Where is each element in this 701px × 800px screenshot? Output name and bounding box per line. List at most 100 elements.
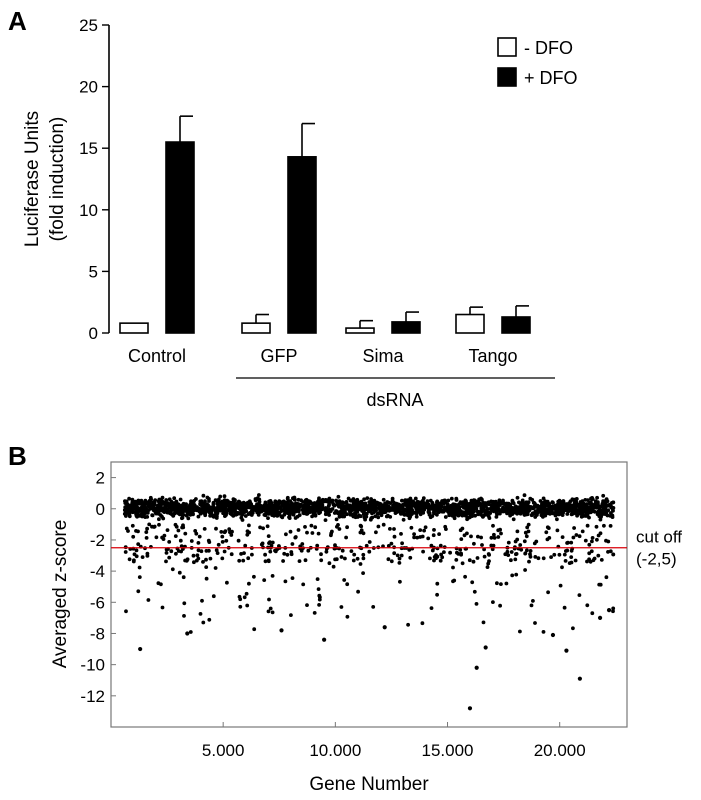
data-point <box>210 513 215 518</box>
data-point <box>551 500 555 505</box>
data-point <box>224 538 229 543</box>
data-point <box>369 503 373 508</box>
data-point <box>403 498 408 503</box>
data-point <box>467 507 472 511</box>
data-point <box>326 504 331 508</box>
data-point <box>152 501 156 506</box>
data-point <box>214 526 218 531</box>
data-point <box>564 502 568 507</box>
data-point <box>345 525 349 530</box>
data-point <box>604 538 608 543</box>
data-point <box>569 560 574 565</box>
data-point <box>327 496 332 501</box>
data-point <box>583 508 588 513</box>
data-point <box>350 504 354 508</box>
data-point <box>514 572 519 577</box>
data-point <box>563 508 568 513</box>
data-point <box>205 495 210 500</box>
data-point <box>315 543 320 548</box>
y-tick-label: 2 <box>96 469 105 488</box>
data-point <box>421 549 425 554</box>
data-point <box>452 516 457 521</box>
data-point <box>360 506 365 511</box>
data-point <box>460 504 465 509</box>
y-tick-label: 25 <box>79 16 98 35</box>
y-tick-label: -2 <box>90 531 105 550</box>
data-point <box>533 555 538 559</box>
data-point <box>489 535 494 540</box>
data-point <box>388 501 393 505</box>
data-point <box>580 499 585 504</box>
data-point <box>499 582 503 586</box>
data-point <box>195 553 200 558</box>
data-point <box>583 538 588 543</box>
data-point <box>513 509 518 514</box>
data-point <box>467 558 472 563</box>
data-point <box>178 497 183 502</box>
data-point <box>136 589 141 594</box>
data-point <box>222 501 227 506</box>
data-point <box>373 514 378 519</box>
data-point <box>474 506 478 510</box>
data-point <box>597 514 602 519</box>
data-point <box>330 529 334 534</box>
data-point <box>262 578 267 582</box>
category-label: GFP <box>260 346 297 366</box>
data-point <box>400 506 405 511</box>
data-point <box>491 499 496 504</box>
data-point <box>296 528 301 532</box>
data-point <box>383 509 388 513</box>
data-point <box>429 505 433 510</box>
data-point <box>136 498 141 503</box>
y-axis-title: Averaged z-score <box>50 520 71 669</box>
data-point <box>267 541 271 545</box>
data-point <box>232 504 236 509</box>
data-point <box>471 559 476 564</box>
data-point <box>168 502 173 506</box>
data-point <box>214 516 219 520</box>
data-point <box>532 504 537 509</box>
data-point <box>389 559 394 564</box>
data-point <box>175 506 180 511</box>
data-point <box>186 516 191 521</box>
data-point <box>518 543 523 547</box>
data-point <box>435 546 440 551</box>
data-point <box>243 514 248 518</box>
data-point <box>538 506 543 511</box>
bar-tango-series-1 <box>455 313 485 334</box>
data-point <box>608 524 613 528</box>
panel-b-scatter-chart: 2 0 -2 -4 -6 -8 -10 -12 5.000 10.000 15.000 20.000 G… <box>50 461 682 795</box>
data-point <box>229 552 234 557</box>
data-point <box>206 538 211 543</box>
data-point <box>406 622 410 627</box>
data-point <box>571 535 576 540</box>
data-point <box>369 497 373 501</box>
data-point <box>124 499 129 504</box>
data-point <box>222 505 227 510</box>
data-point <box>565 548 570 553</box>
data-point <box>237 504 242 509</box>
panel-b-letter: B <box>8 441 27 471</box>
data-point <box>305 530 309 535</box>
data-point <box>577 534 582 539</box>
data-point <box>284 532 288 537</box>
data-point <box>432 528 436 532</box>
data-point <box>364 511 369 516</box>
data-point <box>307 500 311 505</box>
data-point <box>132 552 137 557</box>
data-point <box>241 511 245 516</box>
data-point <box>130 510 135 515</box>
data-point <box>268 509 272 513</box>
data-point-outlier <box>550 632 556 638</box>
data-point <box>319 558 324 563</box>
data-point <box>345 582 350 587</box>
data-point <box>201 620 206 625</box>
data-point <box>263 503 267 508</box>
data-point <box>348 498 353 503</box>
data-point <box>460 513 465 518</box>
data-point <box>435 500 439 505</box>
data-point <box>472 503 477 507</box>
data-point <box>134 548 139 553</box>
data-point <box>518 629 522 634</box>
data-point <box>136 542 141 546</box>
